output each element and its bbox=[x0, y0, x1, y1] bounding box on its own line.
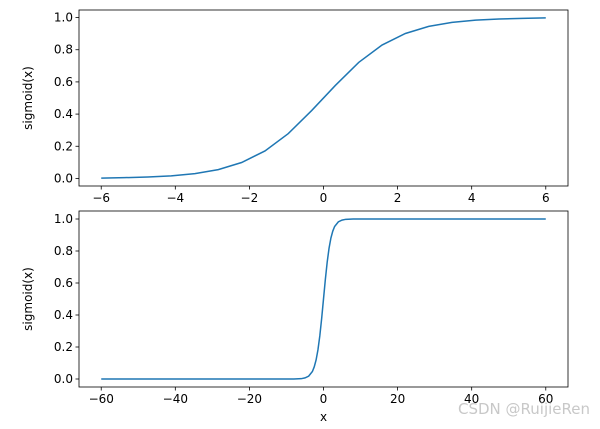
x-tick-label: −6 bbox=[92, 191, 110, 205]
x-tick-label: −40 bbox=[163, 392, 188, 406]
y-tick-label: 0.8 bbox=[54, 244, 73, 258]
y-tick-label: 0.6 bbox=[54, 276, 73, 290]
x-tick-label: −20 bbox=[237, 392, 262, 406]
y-tick-label: 1.0 bbox=[54, 11, 73, 25]
x-tick-label: 60 bbox=[538, 392, 553, 406]
x-tick-label: 0 bbox=[320, 191, 328, 205]
y-axis-label: sigmoid(x) bbox=[21, 267, 35, 331]
x-axis-label: x bbox=[320, 410, 327, 424]
x-tick-label: 40 bbox=[464, 392, 479, 406]
y-axis-label: sigmoid(x) bbox=[21, 66, 35, 130]
y-tick-label: 0.2 bbox=[54, 139, 73, 153]
watermark: CSDN @RuijieRen bbox=[458, 400, 590, 418]
y-tick-label: 0.2 bbox=[54, 340, 73, 354]
y-tick-label: 0.4 bbox=[54, 107, 73, 121]
data-line bbox=[101, 218, 546, 380]
x-tick-label: 0 bbox=[320, 392, 328, 406]
x-tick-label: 20 bbox=[390, 392, 405, 406]
y-tick-label: 0.0 bbox=[54, 171, 73, 185]
x-tick-label: 2 bbox=[394, 191, 402, 205]
y-tick-label: 0.4 bbox=[54, 308, 73, 322]
y-tick-label: 0.6 bbox=[54, 75, 73, 89]
y-tick-label: 1.0 bbox=[54, 212, 73, 226]
x-tick-label: 4 bbox=[468, 191, 476, 205]
y-tick-label: 0.8 bbox=[54, 43, 73, 57]
x-tick-label: −60 bbox=[89, 392, 114, 406]
x-tick-label: −2 bbox=[241, 191, 259, 205]
x-tick-label: 6 bbox=[542, 191, 550, 205]
x-tick-label: −4 bbox=[166, 191, 184, 205]
y-tick-label: 0.0 bbox=[54, 372, 73, 386]
data-line bbox=[101, 17, 546, 179]
